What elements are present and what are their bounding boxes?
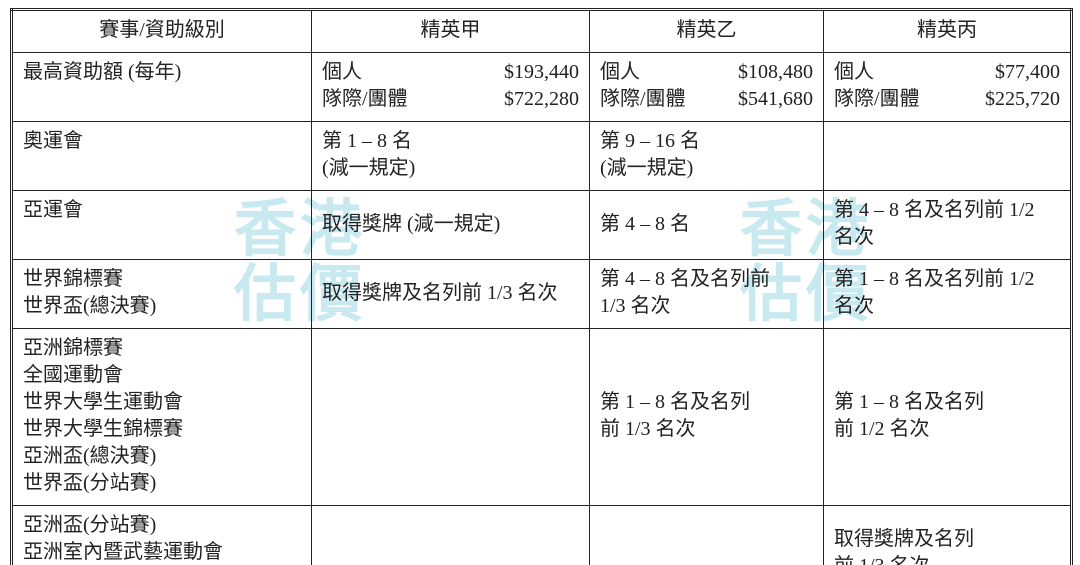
tier-a-cell: 取得獎牌及名列前 1/3 名次	[312, 260, 590, 329]
table-row: 世界錦標賽世界盃(總決賽) 取得獎牌及名列前 1/3 名次 第 4 – 8 名及…	[12, 260, 1072, 329]
tier-c-cell: 第 4 – 8 名及名列前 1/2名次	[824, 191, 1072, 260]
header-row: 賽事/資助級別 精英甲 精英乙 精英丙	[12, 10, 1072, 53]
event-cell: 亞運會	[12, 191, 312, 260]
subsidy-team-label: 隊際/團體	[834, 86, 920, 113]
header-tier-a: 精英甲	[312, 10, 590, 53]
tier-b-cell: 第 4 – 8 名及名列前1/3 名次	[590, 260, 824, 329]
tier-a-cell	[312, 506, 590, 565]
table-row: 亞運會 取得獎牌 (減一規定) 第 4 – 8 名 第 4 – 8 名及名列前 …	[12, 191, 1072, 260]
event-cell: 亞洲錦標賽全國運動會世界大學生運動會世界大學生錦標賽亞洲盃(總決賽)世界盃(分站…	[12, 329, 312, 506]
subsidy-a-individual: $193,440	[504, 59, 579, 86]
subsidy-tier-b: 個人 $108,480 隊際/團體 $541,680	[590, 53, 824, 122]
header-tier-c: 精英丙	[824, 10, 1072, 53]
subsidy-team-label: 隊際/團體	[322, 86, 408, 113]
tier-c-cell	[824, 122, 1072, 191]
tier-b-cell: 第 1 – 8 名及名列前 1/3 名次	[590, 329, 824, 506]
tier-a-cell: 取得獎牌 (減一規定)	[312, 191, 590, 260]
event-cell: 世界錦標賽世界盃(總決賽)	[12, 260, 312, 329]
subsidy-b-individual: $108,480	[738, 59, 813, 86]
header-tier-b: 精英乙	[590, 10, 824, 53]
event-cell: 奧運會	[12, 122, 312, 191]
tier-a-cell: 第 1 – 8 名(減一規定)	[312, 122, 590, 191]
subsidy-row: 最高資助額 (每年) 個人 $193,440 隊際/團體 $722,280 個人…	[12, 53, 1072, 122]
tier-a-cell	[312, 329, 590, 506]
subsidy-individual-label: 個人	[834, 59, 874, 86]
subsidy-b-team: $541,680	[738, 86, 813, 113]
table-row: 奧運會 第 1 – 8 名(減一規定) 第 9 – 16 名(減一規定)	[12, 122, 1072, 191]
subsidy-individual-label: 個人	[322, 59, 362, 86]
event-cell: 亞洲盃(分站賽)亞洲室內暨武藝運動會全國錦標賽	[12, 506, 312, 565]
funding-table: 賽事/資助級別 精英甲 精英乙 精英丙 最高資助額 (每年) 個人 $193,4…	[10, 8, 1073, 565]
page: 香港 估價 香港 估價 賽事/資助級別 精英甲 精英乙 精英丙 最高資助額 (每…	[0, 0, 1080, 565]
subsidy-team-label: 隊際/團體	[600, 86, 686, 113]
subsidy-label: 最高資助額 (每年)	[12, 53, 312, 122]
header-event: 賽事/資助級別	[12, 10, 312, 53]
table-row: 亞洲盃(分站賽)亞洲室內暨武藝運動會全國錦標賽 取得獎牌及名列前 1/3 名次	[12, 506, 1072, 565]
tier-c-cell: 第 1 – 8 名及名列前 1/2 名次	[824, 329, 1072, 506]
subsidy-tier-a: 個人 $193,440 隊際/團體 $722,280	[312, 53, 590, 122]
tier-c-cell: 第 1 – 8 名及名列前 1/2名次	[824, 260, 1072, 329]
subsidy-c-team: $225,720	[985, 86, 1060, 113]
subsidy-tier-c: 個人 $77,400 隊際/團體 $225,720	[824, 53, 1072, 122]
tier-b-cell: 第 9 – 16 名(減一規定)	[590, 122, 824, 191]
subsidy-individual-label: 個人	[600, 59, 640, 86]
tier-c-cell: 取得獎牌及名列前 1/3 名次	[824, 506, 1072, 565]
subsidy-a-team: $722,280	[504, 86, 579, 113]
tier-b-cell: 第 4 – 8 名	[590, 191, 824, 260]
tier-b-cell	[590, 506, 824, 565]
subsidy-c-individual: $77,400	[995, 59, 1060, 86]
table-row: 亞洲錦標賽全國運動會世界大學生運動會世界大學生錦標賽亞洲盃(總決賽)世界盃(分站…	[12, 329, 1072, 506]
